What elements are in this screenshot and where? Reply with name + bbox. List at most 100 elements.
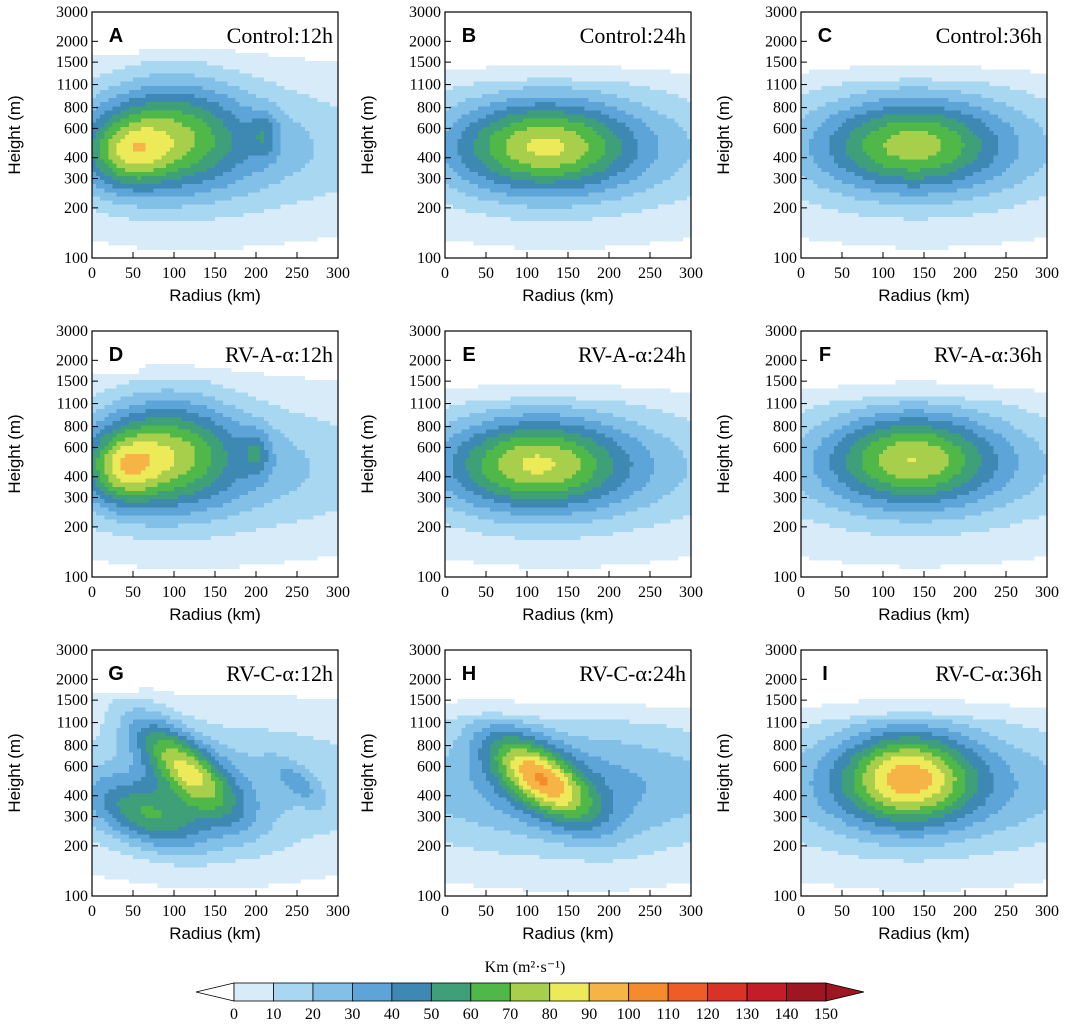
contour-cell: [137, 196, 142, 202]
contour-cell: [149, 253, 155, 259]
contour-cell: [288, 69, 294, 75]
contour-cell: [219, 253, 224, 259]
contour-cell: [182, 221, 187, 226]
contour-cell: [477, 245, 483, 251]
contour-cell: [477, 143, 483, 148]
contour-cell: [297, 20, 302, 25]
contour-cell: [473, 192, 479, 198]
contour-cell: [202, 212, 208, 218]
contour-cell: [133, 155, 138, 161]
contour-cell: [227, 147, 232, 152]
contour-cell: [247, 28, 253, 34]
contour-cell: [215, 176, 220, 181]
contour-cell: [313, 167, 319, 173]
contour-cell: [153, 77, 159, 83]
contour-cell: [247, 44, 253, 50]
contour-cell: [264, 98, 269, 103]
contour-cell: [112, 233, 118, 239]
contour-cell: [477, 171, 483, 177]
contour-cell: [465, 151, 471, 157]
contour-cell: [514, 44, 520, 50]
contour-cell: [210, 89, 216, 95]
contour-cell: [531, 73, 536, 79]
contour-cell: [522, 167, 528, 173]
contour-cell: [276, 225, 282, 230]
contour-cell: [453, 180, 458, 185]
contour-cell: [120, 65, 126, 70]
contour-cell: [333, 130, 339, 136]
contour-cell: [239, 20, 245, 25]
contour-cell: [284, 147, 290, 152]
contour-cell: [137, 155, 142, 161]
contour-cell: [465, 245, 471, 251]
contour-cell: [502, 204, 508, 210]
contour-cell: [133, 98, 138, 103]
contour-cell: [235, 208, 241, 214]
contour-cell: [137, 89, 142, 95]
contour-cell: [178, 61, 183, 66]
contour-cell: [276, 69, 282, 75]
contour-cell: [486, 151, 491, 157]
contour-cell: [264, 57, 269, 62]
contour-cell: [522, 94, 528, 99]
contour-cell: [473, 98, 479, 103]
contour-cell: [272, 225, 278, 230]
contour-cell: [206, 176, 212, 181]
contour-cell: [272, 114, 278, 120]
contour-cell: [288, 57, 294, 62]
contour-cell: [288, 171, 294, 177]
contour-cell: [161, 180, 167, 185]
contour-cell: [333, 40, 339, 46]
contour-cell: [264, 171, 269, 177]
contour-cell: [292, 176, 298, 181]
contour-cell: [272, 40, 278, 46]
contour-cell: [169, 159, 175, 165]
contour-cell: [169, 114, 175, 120]
contour-cell: [186, 110, 191, 116]
contour-cell: [325, 61, 331, 66]
contour-cell: [210, 122, 216, 128]
contour-cell: [317, 85, 323, 91]
contour-cell: [206, 217, 212, 222]
contour-cell: [305, 135, 310, 140]
contour-cell: [272, 241, 278, 247]
contour-cell: [325, 89, 331, 95]
contour-cell: [445, 102, 450, 107]
contour-cell: [153, 167, 159, 173]
contour-cell: [325, 24, 331, 29]
contour-cell: [473, 65, 479, 70]
contour-cell: [518, 65, 524, 70]
contour-cell: [165, 221, 171, 226]
contour-cell: [174, 122, 179, 128]
contour-cell: [260, 24, 265, 29]
contour-cell: [161, 171, 167, 177]
contour-cell: [449, 65, 454, 70]
contour-cell: [124, 57, 130, 62]
contour-cell: [465, 225, 471, 230]
contour-cell: [153, 245, 159, 251]
contour-cell: [292, 40, 298, 46]
contour-cell: [453, 61, 458, 66]
contour-cell: [498, 65, 503, 70]
contour-cell: [120, 208, 126, 214]
y-tick-label: 1500: [56, 54, 88, 71]
contour-cell: [133, 208, 138, 214]
contour-cell: [202, 188, 208, 193]
contour-cell: [280, 69, 286, 75]
contour-cell: [305, 180, 310, 185]
contour-cell: [490, 229, 495, 234]
contour-cell: [457, 188, 462, 193]
contour-cell: [268, 196, 273, 202]
contour-cell: [182, 57, 187, 62]
y-tick-label: 300: [64, 171, 88, 188]
contour-cell: [104, 94, 109, 99]
contour-cell: [92, 245, 97, 251]
contour-cell: [116, 204, 122, 210]
contour-cell: [494, 229, 499, 234]
contour-cell: [96, 130, 101, 136]
contour-cell: [309, 249, 314, 255]
contour-cell: [128, 139, 134, 144]
contour-cell: [457, 167, 462, 173]
contour-cell: [108, 77, 114, 83]
contour-cell: [301, 184, 306, 189]
